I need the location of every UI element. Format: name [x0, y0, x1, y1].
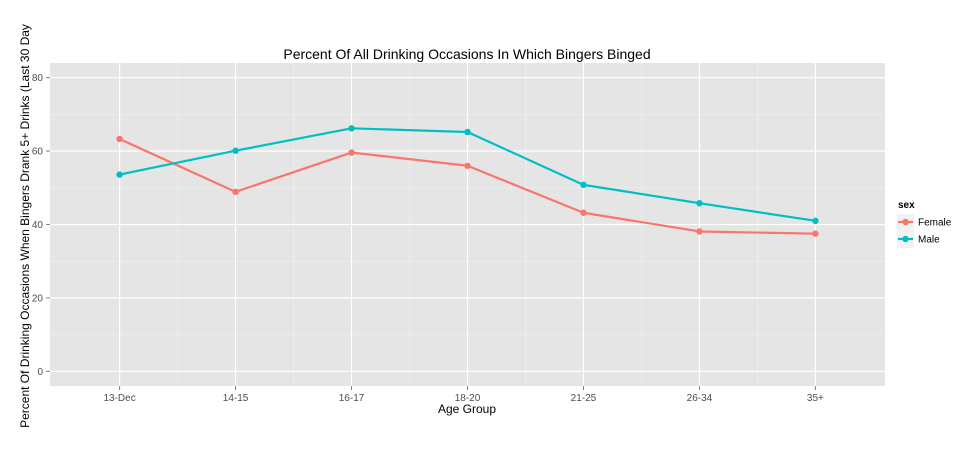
data-point: [464, 163, 470, 169]
x-axis-title: Age Group: [438, 402, 496, 416]
data-point: [812, 218, 818, 224]
legend-title: sex: [898, 200, 915, 211]
data-point: [116, 171, 122, 177]
y-tick-label: 80: [32, 73, 44, 84]
x-tick-label: 16-17: [339, 393, 365, 404]
x-tick-label: 13-Dec: [103, 393, 135, 404]
data-point: [812, 230, 818, 236]
legend-key-point: [902, 236, 908, 242]
data-point: [696, 228, 702, 234]
y-axis-ticks: 0 20 40 60 80: [32, 73, 50, 378]
y-tick-label: 20: [32, 293, 44, 304]
data-point: [348, 149, 354, 155]
legend-label: Male: [918, 235, 940, 246]
data-point: [232, 189, 238, 195]
legend-key-point: [902, 219, 908, 225]
x-tick-label: 21-25: [571, 393, 597, 404]
chart-title: Percent Of All Drinking Occasions In Whi…: [283, 46, 650, 62]
data-point: [464, 129, 470, 135]
y-tick-label: 60: [32, 147, 44, 158]
data-point: [696, 200, 702, 206]
legend-item-male: Male: [897, 231, 940, 248]
data-point: [580, 182, 586, 188]
legend-label: Female: [918, 218, 952, 229]
legend-item-female: Female: [897, 214, 952, 231]
data-point: [348, 125, 354, 131]
x-tick-label: 14-15: [223, 393, 249, 404]
x-tick-label: 35+: [807, 393, 824, 404]
data-point: [232, 148, 238, 154]
data-point: [580, 210, 586, 216]
data-point: [116, 136, 122, 142]
y-tick-label: 40: [32, 220, 44, 231]
legend: sex Female Male: [897, 200, 952, 248]
y-tick-label: 0: [37, 367, 43, 378]
y-axis-title: Percent Of Drinking Occasions When Binge…: [18, 24, 32, 428]
x-tick-label: 26-34: [687, 393, 713, 404]
